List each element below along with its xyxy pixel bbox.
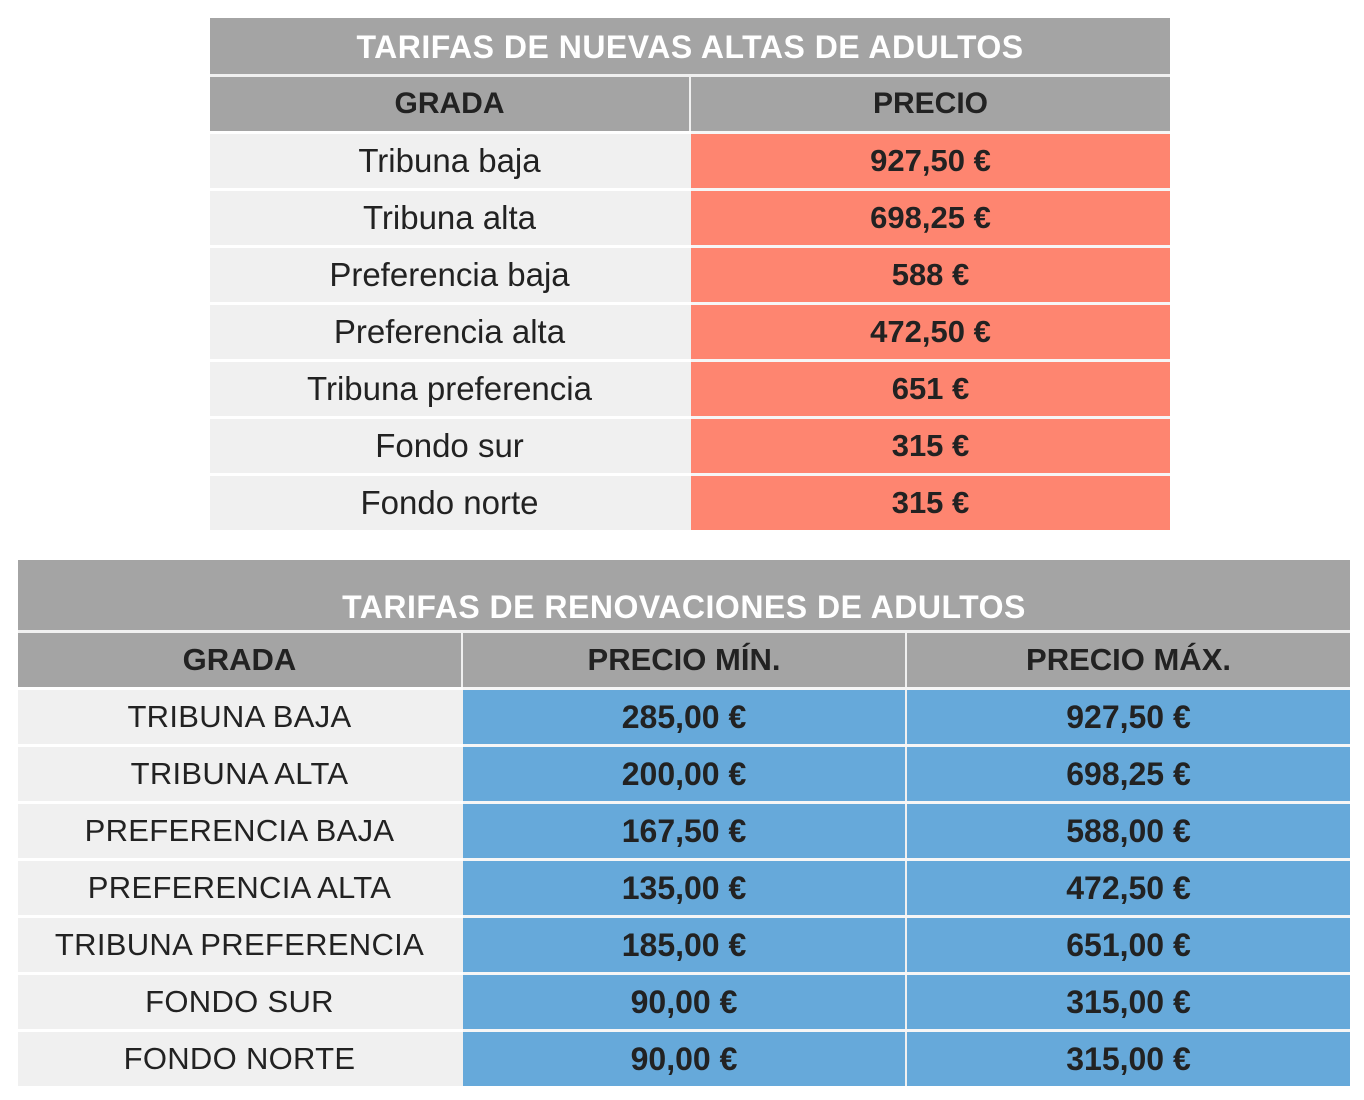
grada-cell: FONDO NORTE — [18, 1029, 462, 1086]
table-row: PREFERENCIA ALTA 135,00 € 472,50 € — [18, 858, 1350, 917]
max-price-cell: 472,50 € — [905, 858, 1350, 917]
min-price-cell: 200,00 € — [461, 744, 906, 803]
grada-cell: PREFERENCIA ALTA — [18, 858, 462, 917]
price-cell: 315 € — [689, 473, 1170, 530]
max-price-cell: 698,25 € — [905, 744, 1350, 803]
table-header-row: GRADA PRECIO — [210, 74, 1170, 133]
table-row: FONDO NORTE 90,00 € 315,00 € — [18, 1029, 1350, 1086]
table-row: Fondo sur 315 € — [210, 416, 1170, 475]
grada-cell: Tribuna baja — [210, 131, 690, 190]
grada-cell: Fondo sur — [210, 416, 690, 475]
grada-cell: TRIBUNA ALTA — [18, 744, 462, 803]
renewals-price-table: TARIFAS DE RENOVACIONES DE ADULTOS GRADA… — [18, 560, 1350, 1086]
table-row: Preferencia alta 472,50 € — [210, 302, 1170, 361]
grada-cell: TRIBUNA PREFERENCIA — [18, 915, 462, 974]
price-cell: 588 € — [689, 245, 1170, 304]
table-row: TRIBUNA ALTA 200,00 € 698,25 € — [18, 744, 1350, 803]
grada-cell: Tribuna alta — [210, 188, 690, 247]
table-header-row: GRADA PRECIO MÍN. PRECIO MÁX. — [18, 630, 1350, 689]
grada-cell: TRIBUNA BAJA — [18, 687, 462, 746]
table-title: TARIFAS DE NUEVAS ALTAS DE ADULTOS — [210, 18, 1170, 76]
column-header-grada: GRADA — [18, 630, 462, 689]
table-title-row: TARIFAS DE NUEVAS ALTAS DE ADULTOS — [210, 18, 1170, 76]
table-title: TARIFAS DE RENOVACIONES DE ADULTOS — [18, 560, 1350, 632]
new-members-price-table: TARIFAS DE NUEVAS ALTAS DE ADULTOS GRADA… — [210, 18, 1170, 530]
min-price-cell: 185,00 € — [461, 915, 906, 974]
max-price-cell: 927,50 € — [905, 687, 1350, 746]
column-header-precio: PRECIO — [689, 74, 1170, 133]
price-cell: 698,25 € — [689, 188, 1170, 247]
min-price-cell: 285,00 € — [461, 687, 906, 746]
grada-cell: Tribuna preferencia — [210, 359, 690, 418]
price-cell: 472,50 € — [689, 302, 1170, 361]
table-row: PREFERENCIA BAJA 167,50 € 588,00 € — [18, 801, 1350, 860]
max-price-cell: 651,00 € — [905, 915, 1350, 974]
min-price-cell: 135,00 € — [461, 858, 906, 917]
price-cell: 651 € — [689, 359, 1170, 418]
table-row: Preferencia baja 588 € — [210, 245, 1170, 304]
grada-cell: FONDO SUR — [18, 972, 462, 1031]
price-cell: 927,50 € — [689, 131, 1170, 190]
max-price-cell: 588,00 € — [905, 801, 1350, 860]
column-header-grada: GRADA — [210, 74, 690, 133]
column-header-precio-max: PRECIO MÁX. — [905, 630, 1350, 689]
min-price-cell: 90,00 € — [461, 1029, 906, 1086]
max-price-cell: 315,00 € — [905, 1029, 1350, 1086]
column-header-precio-min: PRECIO MÍN. — [461, 630, 906, 689]
grada-cell: Preferencia alta — [210, 302, 690, 361]
table-row: TRIBUNA PREFERENCIA 185,00 € 651,00 € — [18, 915, 1350, 974]
table-row: FONDO SUR 90,00 € 315,00 € — [18, 972, 1350, 1031]
price-cell: 315 € — [689, 416, 1170, 475]
table-row: Tribuna alta 698,25 € — [210, 188, 1170, 247]
table-row: Tribuna baja 927,50 € — [210, 131, 1170, 190]
max-price-cell: 315,00 € — [905, 972, 1350, 1031]
grada-cell: Fondo norte — [210, 473, 690, 530]
table-title-row: TARIFAS DE RENOVACIONES DE ADULTOS — [18, 560, 1350, 632]
table-row: TRIBUNA BAJA 285,00 € 927,50 € — [18, 687, 1350, 746]
min-price-cell: 90,00 € — [461, 972, 906, 1031]
grada-cell: Preferencia baja — [210, 245, 690, 304]
grada-cell: PREFERENCIA BAJA — [18, 801, 462, 860]
min-price-cell: 167,50 € — [461, 801, 906, 860]
table-row: Fondo norte 315 € — [210, 473, 1170, 530]
table-row: Tribuna preferencia 651 € — [210, 359, 1170, 418]
